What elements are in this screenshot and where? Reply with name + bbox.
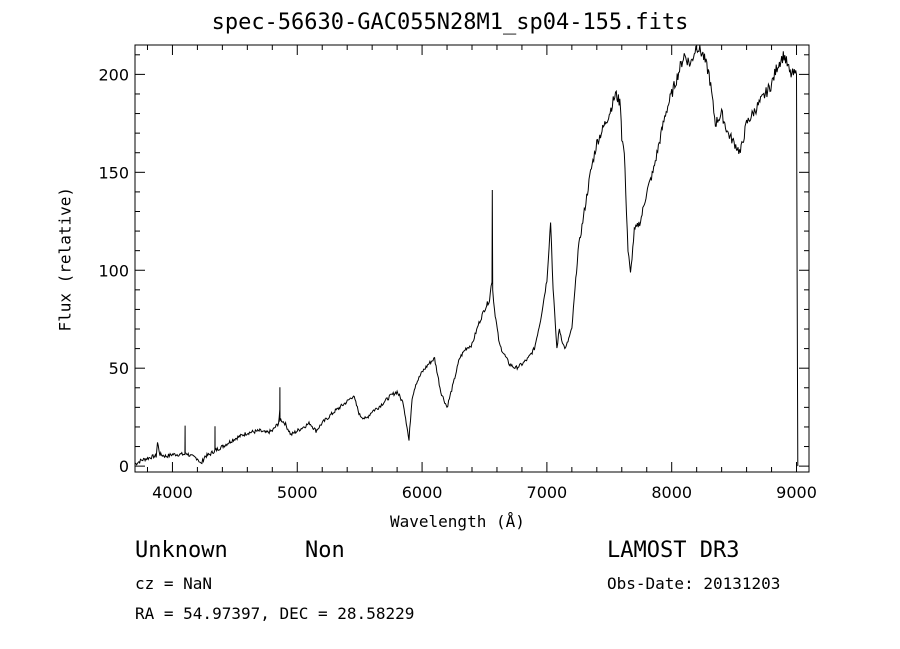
axis-ticks [135, 45, 809, 472]
coordinates: RA = 54.97397, DEC = 28.58229 [135, 604, 415, 623]
y-axis-label: Flux (relative) [55, 187, 75, 332]
spectrum-line [134, 44, 799, 467]
x-tick-label: 4000 [152, 483, 193, 502]
y-tick-label: 100 [98, 261, 129, 280]
chart-title: spec-56630-GAC055N28M1_sp04-155.fits [211, 10, 689, 35]
tick-labels: 4000 5000 6000 7000 8000 9000 0 50 100 150 200 [98, 65, 816, 502]
redshift-label: cz = NaN [135, 574, 213, 593]
x-tick-label: 9000 [776, 483, 817, 502]
plot-frame [134, 44, 810, 473]
y-tick-label: 200 [98, 65, 129, 84]
obs-date: Obs-Date: 20131203 [607, 574, 781, 593]
x-tick-label: 7000 [527, 483, 568, 502]
x-axis-label: Wavelength (Å) [390, 512, 525, 531]
x-tick-label: 8000 [651, 483, 692, 502]
y-tick-label: 50 [109, 359, 129, 378]
y-tick-label: 0 [119, 457, 129, 476]
object-subclass: Non [305, 538, 345, 563]
object-class: Unknown [135, 538, 228, 563]
x-tick-label: 6000 [402, 483, 443, 502]
x-tick-label: 5000 [277, 483, 318, 502]
survey-name: LAMOST DR3 [607, 538, 740, 563]
y-tick-label: 150 [98, 163, 129, 182]
